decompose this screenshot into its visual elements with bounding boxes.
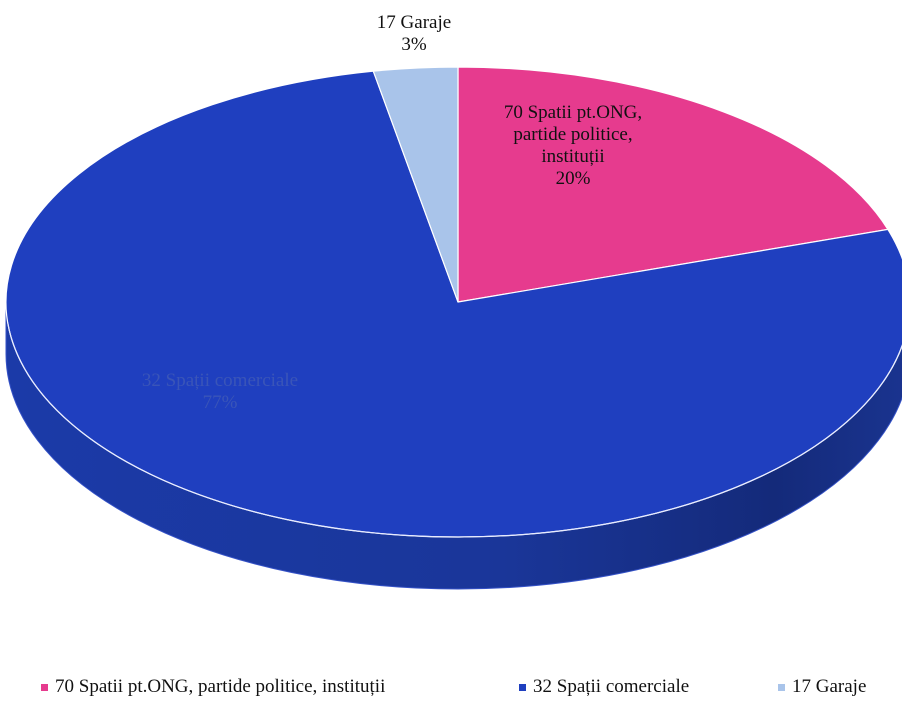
pie-data-labels: 70 Spatii pt.ONG, partide politice, instit… <box>142 12 642 413</box>
legend-label-ong: 70 Spatii pt.ONG, partide politice, inst… <box>55 676 386 697</box>
legend: 70 Spatii pt.ONG, partide politice, inst… <box>0 676 902 702</box>
legend-swatch-ong <box>41 683 48 691</box>
pie-slice-2 <box>372 66 459 303</box>
legend-label-garaje: 17 Garaje <box>792 676 867 697</box>
data-label-line: 70 Spatii pt.ONG, <box>504 102 642 123</box>
data-label-line: 77% <box>203 392 238 413</box>
legend-item-garaje: 17 Garaje <box>778 676 866 698</box>
data-label-line: 3% <box>401 34 427 55</box>
legend-label-comerciale: 32 Spații comerciale <box>533 676 690 697</box>
data-label-0: 70 Spatii pt.ONG, partide politice, instit… <box>504 102 642 189</box>
data-label-2: 17 Garaje 3% <box>377 12 451 55</box>
legend-swatch-garaje <box>778 683 785 691</box>
pie-slice-0 <box>457 66 889 303</box>
legend-item-ong: 70 Spatii pt.ONG, partide politice, inst… <box>41 676 385 698</box>
data-label-line: 20% <box>556 168 591 189</box>
data-label-line: partide politice, <box>513 124 632 145</box>
data-label-line: 32 Spații comerciale <box>142 370 298 391</box>
legend-swatch-comerciale <box>519 683 526 691</box>
pie-top-face <box>5 66 902 538</box>
legend-item-comerciale: 32 Spații comerciale <box>519 676 689 698</box>
data-label-line: instituții <box>541 146 604 167</box>
data-label-1: 32 Spații comerciale 77% <box>142 370 298 413</box>
pie-rim-highlight <box>7 322 902 538</box>
data-label-line: 17 Garaje <box>377 12 451 33</box>
